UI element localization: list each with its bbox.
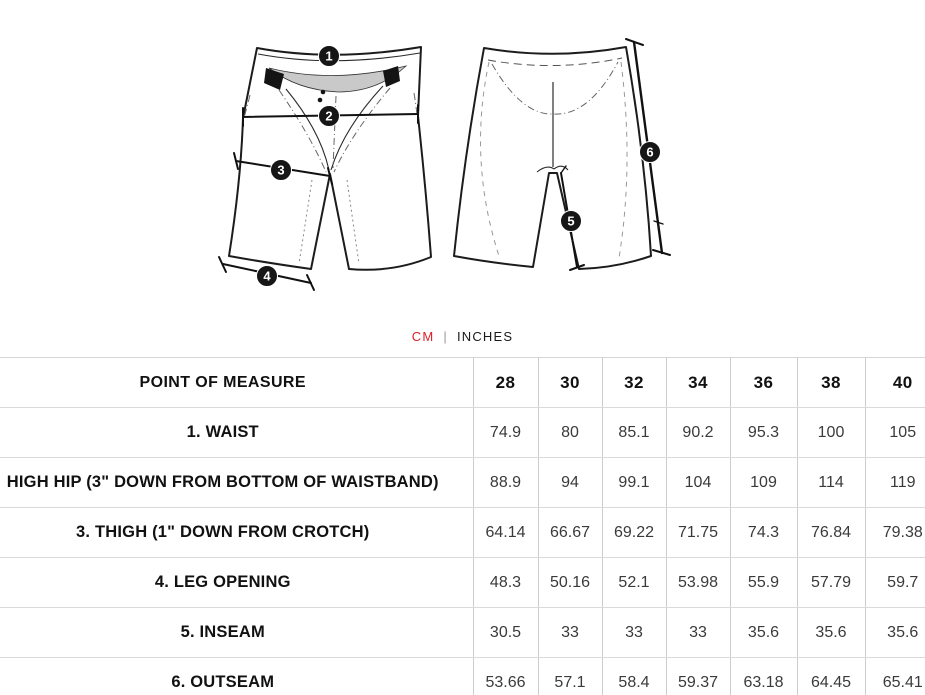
size-column-header: 34 [665, 357, 730, 408]
cell-value: 55.9 [729, 557, 797, 608]
cell-value: 65.41 [864, 657, 925, 695]
cell-value: 71.75 [665, 507, 730, 558]
cell-value: 69.22 [601, 507, 666, 558]
cell-value: 57.79 [796, 557, 865, 608]
measure-point-5: 5 [560, 210, 582, 232]
size-column-header: 32 [601, 357, 666, 408]
measure-point-4: 4 [256, 265, 278, 287]
back-view-drawing [453, 38, 671, 271]
cell-value: 64.45 [796, 657, 865, 695]
cell-value: 57.1 [537, 657, 602, 695]
svg-text:1: 1 [325, 49, 332, 64]
unit-toggle-divider: | [443, 329, 448, 344]
table-row: HIGH HIP (3" DOWN FROM BOTTOM OF WAISTBA… [0, 457, 925, 508]
button-dot [320, 89, 326, 95]
size-column-header: 30 [537, 357, 602, 408]
cell-value: 50.16 [537, 557, 602, 608]
shorts-measurement-diagram: 1 2 3 4 5 6 [218, 38, 671, 291]
measure-point-3: 3 [270, 159, 292, 181]
row-label: HIGH HIP (3" DOWN FROM BOTTOM OF WAISTBA… [0, 457, 473, 508]
unit-toggle: CM | INCHES [0, 329, 925, 344]
measure-point-2: 2 [318, 105, 340, 127]
cell-value: 95.3 [729, 407, 797, 458]
size-column-header: 36 [729, 357, 797, 408]
table-header-row: POINT OF MEASURE 28 30 32 34 36 38 40 [0, 357, 925, 408]
measure-point-1: 1 [318, 45, 340, 67]
row-label: 6. OUTSEAM [0, 657, 473, 695]
row-label: 1. WAIST [0, 407, 473, 458]
point-of-measure-header: POINT OF MEASURE [0, 357, 473, 408]
cell-value: 53.98 [665, 557, 730, 608]
cell-value: 74.9 [472, 407, 538, 458]
svg-text:2: 2 [325, 109, 332, 124]
cell-value: 88.9 [472, 457, 538, 508]
cell-value: 85.1 [601, 407, 666, 458]
cell-value: 30.5 [472, 607, 538, 658]
cell-value: 33 [601, 607, 666, 658]
cell-value: 94 [537, 457, 602, 508]
size-chart-table: POINT OF MEASURE 28 30 32 34 36 38 40 1. WAIST… [0, 357, 925, 695]
front-view-drawing [218, 46, 432, 291]
cell-value: 35.6 [729, 607, 797, 658]
cell-value: 64.14 [472, 507, 538, 558]
size-chart-table-wrap: POINT OF MEASURE 28 30 32 34 36 38 40 1. WAIST… [0, 357, 925, 695]
cell-value: 99.1 [601, 457, 666, 508]
svg-text:4: 4 [263, 269, 271, 284]
cell-value: 35.6 [864, 607, 925, 658]
size-column-header: 38 [796, 357, 865, 408]
cell-value: 76.84 [796, 507, 865, 558]
unit-cm-toggle[interactable]: CM [411, 329, 435, 344]
size-column-header: 28 [472, 357, 538, 408]
cell-value: 100 [796, 407, 865, 458]
cell-value: 90.2 [665, 407, 730, 458]
cell-value: 119 [864, 457, 925, 508]
cell-value: 80 [537, 407, 602, 458]
cell-value: 33 [665, 607, 730, 658]
unit-inches-toggle[interactable]: INCHES [456, 329, 514, 344]
cell-value: 48.3 [472, 557, 538, 608]
cell-value: 63.18 [729, 657, 797, 695]
measure-point-6: 6 [639, 141, 661, 163]
svg-text:6: 6 [646, 145, 653, 160]
cell-value: 53.66 [472, 657, 538, 695]
cell-value: 109 [729, 457, 797, 508]
cell-value: 52.1 [601, 557, 666, 608]
cell-value: 58.4 [601, 657, 666, 695]
svg-text:5: 5 [567, 214, 574, 229]
size-column-header: 40 [864, 357, 925, 408]
svg-text:3: 3 [277, 163, 284, 178]
cell-value: 59.7 [864, 557, 925, 608]
row-label: 3. THIGH (1" DOWN FROM CROTCH) [0, 507, 473, 558]
cell-value: 104 [665, 457, 730, 508]
cell-value: 114 [796, 457, 865, 508]
table-row: 4. LEG OPENING 48.3 50.16 52.1 53.98 55.9 57.7… [0, 557, 925, 608]
cell-value: 79.38 [864, 507, 925, 558]
row-label: 4. LEG OPENING [0, 557, 473, 608]
cell-value: 66.67 [537, 507, 602, 558]
cell-value: 105 [864, 407, 925, 458]
table-row: 5. INSEAM 30.5 33 33 33 35.6 35.6 35.6 [0, 607, 925, 658]
button-dot [317, 97, 323, 103]
cell-value: 74.3 [729, 507, 797, 558]
row-label: 5. INSEAM [0, 607, 473, 658]
table-row: 3. THIGH (1" DOWN FROM CROTCH) 64.14 66.67… [0, 507, 925, 558]
cell-value: 35.6 [796, 607, 865, 658]
cell-value: 59.37 [665, 657, 730, 695]
table-row: 1. WAIST 74.9 80 85.1 90.2 95.3 100 105 [0, 407, 925, 458]
cell-value: 33 [537, 607, 602, 658]
table-row: 6. OUTSEAM 53.66 57.1 58.4 59.37 63.18 64.45 65… [0, 657, 925, 695]
